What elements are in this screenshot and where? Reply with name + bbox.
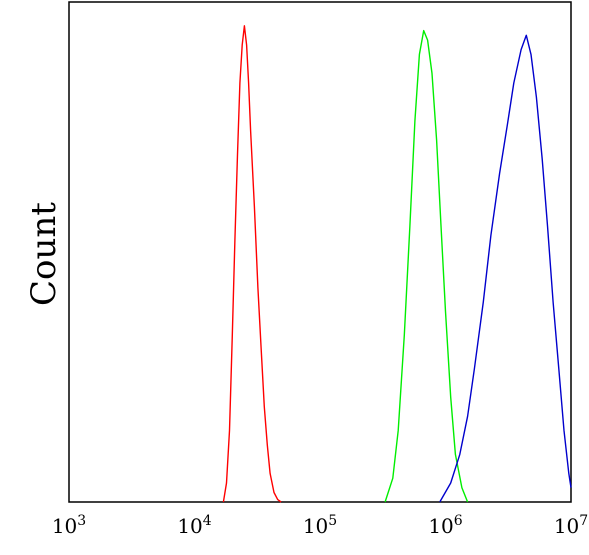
x-tick-label-4: 106	[428, 513, 462, 538]
histogram-series-2	[384, 29, 469, 503]
x-tick-label-5: 107	[554, 513, 588, 538]
y-axis-label: Count	[24, 202, 64, 306]
histogram-series-1	[222, 25, 282, 503]
x-tick-labels: 103 104 105 106 107	[52, 513, 588, 538]
plot-frame	[68, 1, 572, 503]
x-tick-label-3: 105	[303, 513, 337, 538]
histogram-series-3	[439, 34, 572, 503]
series-layer	[222, 25, 572, 503]
x-tick-label-1: 103	[52, 513, 86, 538]
x-tick-label-2: 104	[177, 513, 211, 538]
